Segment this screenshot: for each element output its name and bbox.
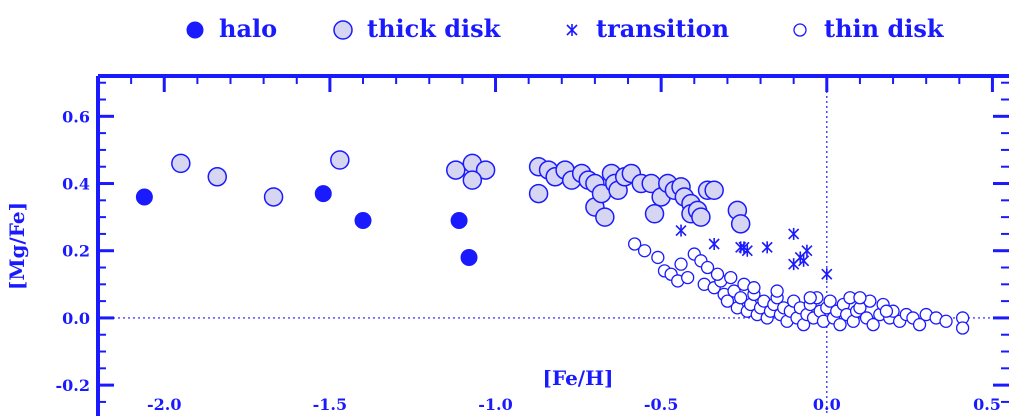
data-marks (135, 150, 970, 335)
thin-disk-point (710, 267, 725, 281)
thin-disk-point (833, 317, 847, 332)
thin-disk-point (724, 270, 738, 285)
transition-point (675, 224, 687, 237)
x-tick-label: -1.0 (478, 395, 512, 414)
thick-disk-point (595, 207, 615, 227)
halo-point (314, 185, 332, 203)
y-tick-label: 0.4 (62, 175, 90, 194)
halo-point (135, 188, 153, 206)
thin-disk-point (912, 317, 927, 332)
plot-frame (96, 74, 1009, 416)
halo-point (460, 248, 478, 266)
thin-disk-point (651, 250, 665, 265)
x-tick-label: -2.0 (147, 395, 181, 414)
thin-disk-point (803, 291, 817, 305)
legend-label: transition (596, 14, 729, 43)
legend-label: thin disk (824, 14, 945, 43)
x-tick-label: 0.5 (973, 395, 1001, 414)
thick-disk-point (330, 150, 350, 170)
thick-disk-point (207, 167, 228, 187)
legend: halo thick disk transition thin disk (186, 14, 945, 43)
y-axis-label: [Mg/Fe] (5, 202, 29, 290)
thin-disk-point (853, 291, 867, 305)
y-tick-label: 0.6 (62, 107, 90, 126)
y-tick-label: -0.2 (56, 376, 90, 395)
transition-point (761, 241, 773, 254)
axis-ticks: 0.6 0.4 0.2 0.0 -0.2 -2.0 -1.5 -1.0 -0.5 0.0 0.5 (56, 76, 1009, 414)
transition-point (708, 238, 720, 250)
thin-disk-point (734, 291, 748, 305)
transition-point (821, 268, 833, 281)
thin-disk-point (866, 317, 880, 332)
transition-point (788, 227, 800, 240)
thin-disk-point (747, 281, 761, 295)
thick-disk-point-legend-symbol (333, 20, 353, 40)
reference-lines (98, 76, 1009, 416)
halo-point (450, 211, 468, 229)
y-tick-label: 0.2 (62, 242, 90, 261)
thin-disk-point (939, 314, 953, 328)
thick-disk-point (644, 204, 665, 224)
transition-point (798, 254, 810, 267)
thin-disk-point (637, 244, 652, 258)
thick-disk-point (475, 160, 496, 180)
thin-disk-point (823, 294, 837, 308)
thick-disk-point (462, 170, 483, 190)
thick-disk-point (704, 180, 724, 200)
thick-disk-point (528, 183, 549, 204)
thick-disk-point (446, 160, 466, 180)
transition-point (801, 244, 813, 257)
legend-label: halo (219, 14, 277, 43)
halo-point (354, 211, 372, 229)
halo-point-legend-symbol (186, 21, 204, 39)
transition-point (741, 244, 753, 257)
transition-point (788, 258, 800, 271)
thin-disk-point (879, 304, 894, 318)
thin-disk-point (700, 260, 715, 275)
x-tick-label: 0.0 (813, 395, 841, 414)
y-tick-label: 0.0 (62, 309, 90, 328)
x-axis-label: [Fe/H] (543, 366, 614, 390)
thin-disk-point (720, 294, 735, 308)
legend-label: thick disk (367, 14, 502, 43)
thick-disk-point (691, 207, 711, 227)
thin-disk-point (770, 284, 784, 298)
transition-point-legend-symbol (566, 24, 578, 36)
thick-disk-point (263, 187, 284, 207)
thick-disk-point (730, 214, 751, 234)
thin-disk-point (681, 270, 695, 285)
thin-disk-point (628, 237, 642, 251)
x-tick-label: -1.5 (313, 395, 347, 414)
x-tick-label: -0.5 (644, 395, 678, 414)
thin-disk-point (955, 321, 970, 335)
thin-disk-point-legend-symbol (793, 23, 807, 37)
thick-disk-point (171, 153, 191, 174)
thin-disk-point (674, 257, 688, 271)
